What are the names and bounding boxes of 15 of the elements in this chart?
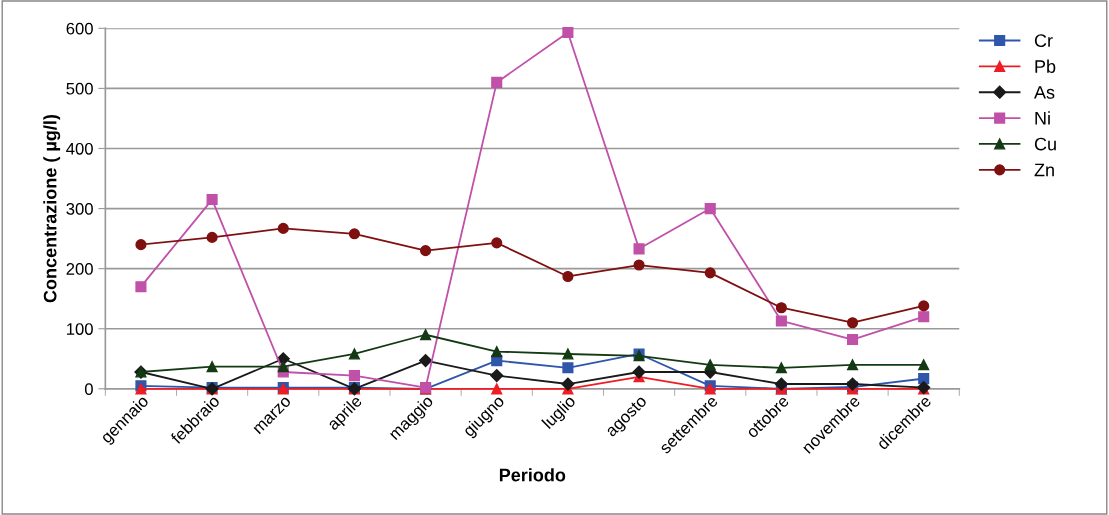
y-tick-label: 500 bbox=[66, 82, 93, 95]
y-tick-label: 100 bbox=[67, 323, 93, 335]
y-tick-label: 400 bbox=[66, 142, 93, 155]
y-tick-label: 200 bbox=[66, 263, 93, 275]
legend-label: Cu bbox=[1034, 137, 1056, 151]
y-tick-label: 600 bbox=[66, 22, 93, 35]
y-tick-label: 300 bbox=[66, 202, 93, 215]
legend-label: Cr bbox=[1034, 34, 1053, 48]
legend-label: Pb bbox=[1035, 59, 1056, 73]
legend-label: Zn bbox=[1034, 163, 1054, 177]
y-axis-title: Concentrazione ( µg/l) bbox=[43, 114, 61, 303]
x-axis-title: Periodo bbox=[499, 468, 566, 482]
legend-label: As bbox=[1034, 86, 1055, 99]
y-tick-label: 0 bbox=[84, 383, 93, 396]
legend-label: Ni bbox=[1035, 111, 1050, 125]
